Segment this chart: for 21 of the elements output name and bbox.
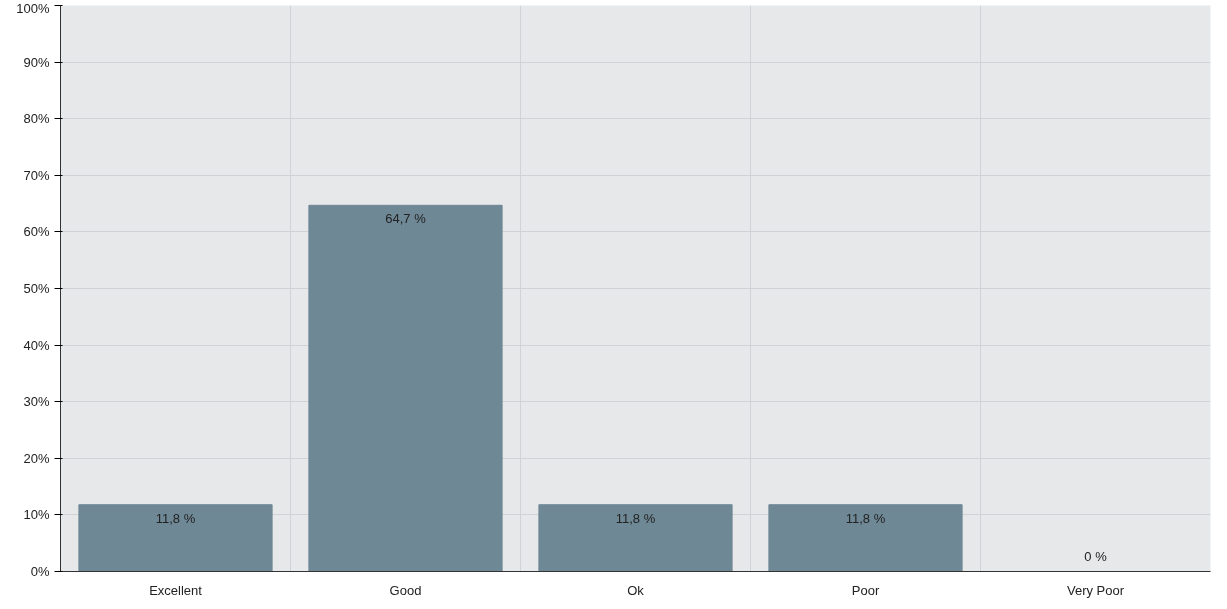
y-tick-label: 30% (23, 394, 50, 410)
y-tick-label: 80% (23, 111, 50, 127)
y-tick-label: 100% (16, 0, 50, 16)
y-tick-label: 0% (30, 564, 50, 579)
y-tick-label: 70% (23, 167, 50, 183)
data-label: 11,8 % (155, 510, 196, 526)
y-tick-label: 10% (23, 507, 50, 523)
x-tick-label: Excellent (149, 582, 203, 598)
data-label: 11,8 % (615, 510, 656, 526)
x-tick-label: Good (389, 582, 422, 598)
y-tick-label: 50% (23, 281, 50, 296)
data-label: 11,8 % (845, 510, 886, 526)
y-tick-label: 20% (23, 450, 50, 466)
data-label: 64,7 % (385, 211, 427, 227)
data-label: 0 % (1084, 548, 1108, 564)
y-tick-label: 90% (23, 54, 50, 70)
y-tick-label: 40% (23, 337, 50, 353)
y-tick-label: 60% (23, 224, 50, 240)
x-tick-label: Very Poor (1066, 582, 1125, 598)
x-tick-label: Ok (627, 582, 645, 598)
x-tick-label: Poor (851, 582, 880, 598)
